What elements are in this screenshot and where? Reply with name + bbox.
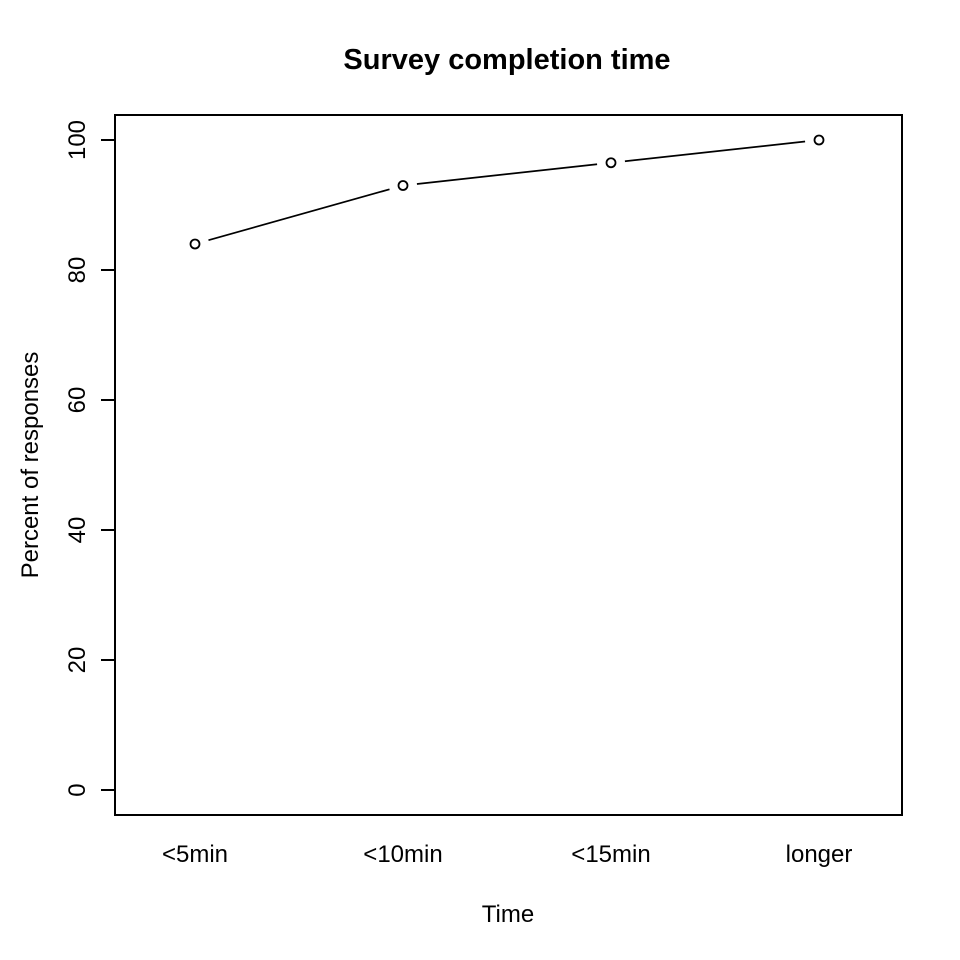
- plot-box: [114, 114, 903, 816]
- x-tick-label-1: <10min: [363, 841, 442, 868]
- y-tick-label-0: 0: [64, 783, 91, 796]
- y-tick-label-5: 100: [64, 120, 91, 160]
- x-tick-label-3: longer: [786, 841, 853, 868]
- x-tick-label-2: <15min: [571, 841, 650, 868]
- y-tick-label-3: 60: [64, 387, 91, 414]
- y-axis-title: Percent of responses: [17, 352, 44, 579]
- data-point-marker-3: [813, 134, 825, 146]
- data-line-segment-2: [624, 140, 806, 163]
- data-point-marker-0: [189, 238, 201, 250]
- data-line-segment-0: [208, 188, 390, 242]
- data-point-marker-1: [397, 180, 409, 191]
- chart-title: Survey completion time: [343, 44, 670, 76]
- data-point-marker-2: [605, 157, 617, 169]
- data-line-segment-1: [416, 163, 598, 185]
- y-tick-label-2: 40: [64, 517, 91, 544]
- y-tick-label-1: 20: [64, 647, 91, 674]
- x-axis-title: Time: [482, 901, 534, 928]
- plot-layer: 0 20 40 60 80 100 <5min <10min <15min longer: [64, 114, 903, 868]
- y-tick-label-4: 80: [64, 257, 91, 284]
- x-tick-label-0: <5min: [162, 841, 228, 868]
